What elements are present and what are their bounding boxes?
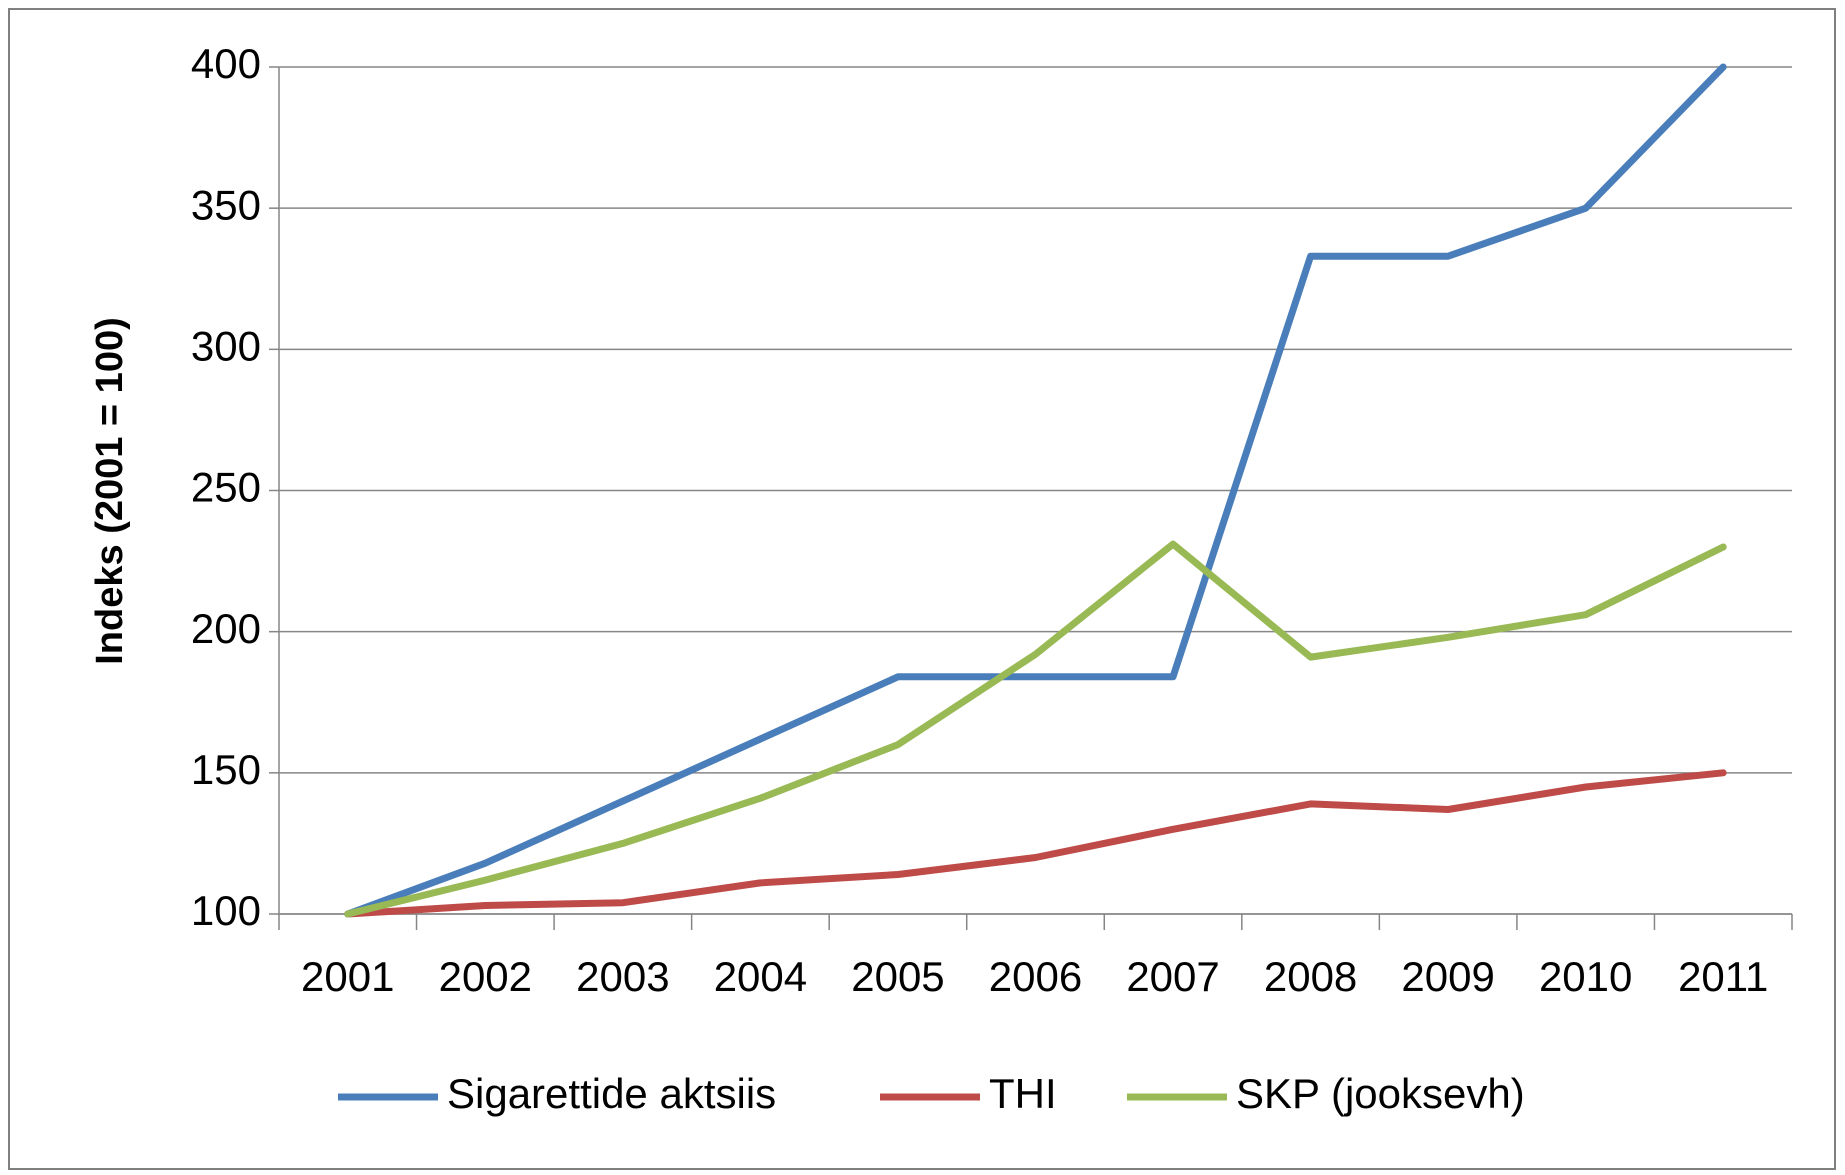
legend-label: SKP (jooksevh) (1236, 1070, 1525, 1117)
y-tick-label: 200 (191, 605, 261, 652)
y-tick-label: 350 (191, 181, 261, 228)
series-line (344, 540, 1727, 918)
chart-border (8, 8, 1836, 1170)
x-tick-label: 2002 (439, 953, 532, 1000)
x-tick-label: 2004 (714, 953, 807, 1000)
series-line (344, 63, 1727, 918)
legend-label: THI (989, 1070, 1057, 1117)
y-tick-label: 250 (191, 464, 261, 511)
x-tick-label: 2005 (851, 953, 944, 1000)
y-tick-label: 300 (191, 322, 261, 369)
x-tick-label: 2001 (301, 953, 394, 1000)
x-tick-label: 2010 (1539, 953, 1632, 1000)
y-axis-title: Indeks (2001 = 100) (89, 317, 131, 665)
x-tick-label: 2011 (1678, 953, 1768, 1000)
series-line (344, 769, 1727, 918)
x-tick-label: 2007 (1126, 953, 1219, 1000)
x-tick-label: 2009 (1401, 953, 1494, 1000)
x-tick-label: 2008 (1264, 953, 1357, 1000)
y-tick-label: 100 (191, 887, 261, 934)
y-tick-label: 400 (191, 40, 261, 87)
x-tick-label: 2006 (989, 953, 1082, 1000)
x-tick-label: 2003 (576, 953, 669, 1000)
y-tick-label: 150 (191, 746, 261, 793)
legend-label: Sigarettide aktsiis (447, 1070, 776, 1117)
